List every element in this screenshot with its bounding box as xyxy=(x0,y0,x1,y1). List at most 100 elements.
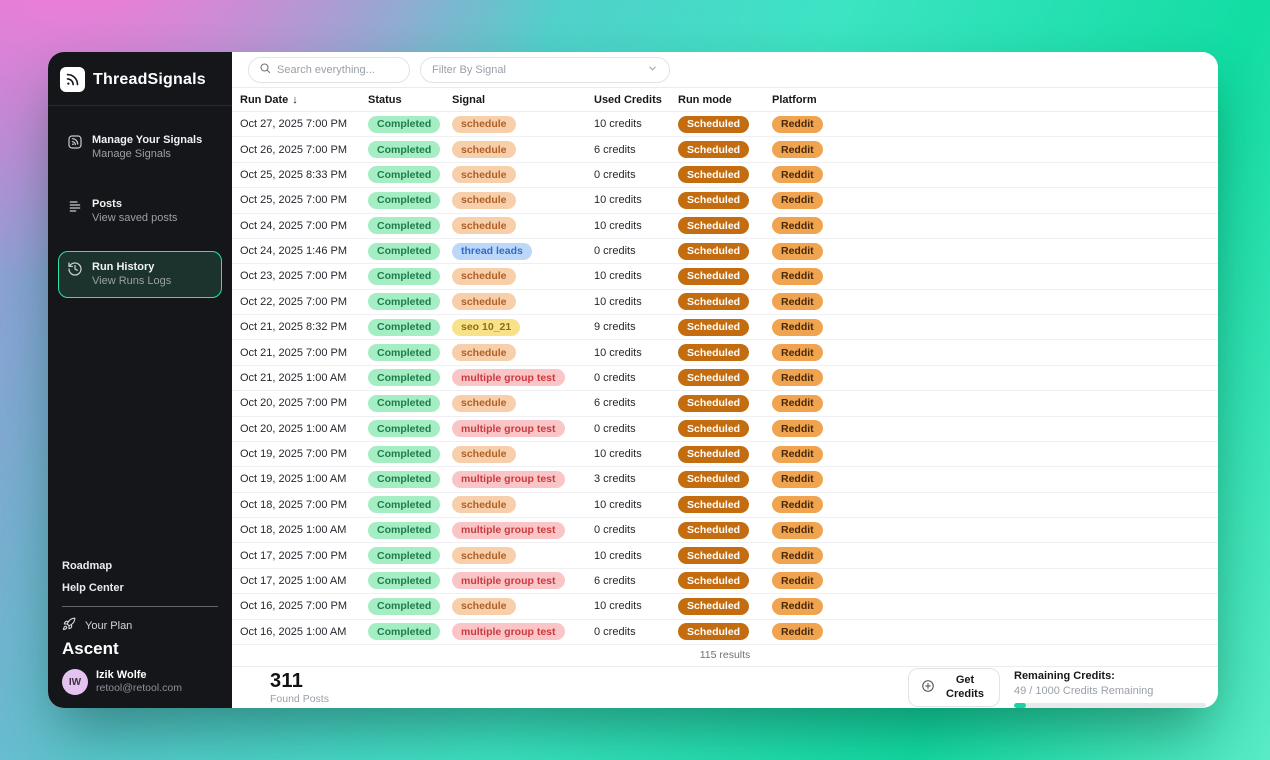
table-row[interactable]: Oct 21, 2025 8:32 PM Completed seo 10_21… xyxy=(232,315,1218,341)
filter-by-signal-select[interactable]: Filter By Signal xyxy=(420,56,670,83)
signal-badge: schedule xyxy=(452,496,516,514)
used-credits-cell: 9 credits xyxy=(594,321,636,334)
status-badge: Completed xyxy=(368,394,441,412)
found-posts-label: Found Posts xyxy=(270,692,329,705)
signal-badge: multiple group test xyxy=(452,420,565,438)
run-date-cell: Oct 20, 2025 1:00 AM xyxy=(240,422,347,435)
platform-badge: Reddit xyxy=(772,521,823,539)
table-row[interactable]: Oct 24, 2025 1:46 PM Completed thread le… xyxy=(232,239,1218,265)
credits-progress-bar xyxy=(1014,702,1206,708)
table-row[interactable]: Oct 20, 2025 1:00 AM Completed multiple … xyxy=(232,417,1218,442)
status-badge: Completed xyxy=(368,191,441,209)
user-profile[interactable]: IW Izik Wolfe retool@retool.com xyxy=(62,668,218,696)
platform-badge: Reddit xyxy=(772,420,823,438)
get-credits-button[interactable]: Get Credits xyxy=(908,667,1000,708)
run-mode-badge: Scheduled xyxy=(678,242,750,260)
used-credits-cell: 0 credits xyxy=(594,168,636,181)
run-date-cell: Oct 23, 2025 7:00 PM xyxy=(240,270,348,283)
table-row[interactable]: Oct 26, 2025 7:00 PM Completed schedule … xyxy=(232,137,1218,163)
run-date-cell: Oct 17, 2025 1:00 AM xyxy=(240,574,347,587)
run-mode-badge: Scheduled xyxy=(678,572,750,590)
sidebar-item-subtitle: Manage Signals xyxy=(92,148,171,161)
signal-badge: multiple group test xyxy=(452,623,565,641)
table-row[interactable]: Oct 17, 2025 7:00 PM Completed schedule … xyxy=(232,543,1218,569)
found-posts-value: 311 xyxy=(270,669,304,692)
column-header-signal[interactable]: Signal xyxy=(452,93,486,106)
circle-plus-icon xyxy=(921,679,935,696)
sidebar-item-manage-signals[interactable]: Manage Your Signals Manage Signals xyxy=(58,124,222,171)
table-row[interactable]: Oct 17, 2025 1:00 AM Completed multiple … xyxy=(232,569,1218,595)
column-header-used-credits[interactable]: Used Credits xyxy=(594,93,662,106)
status-badge: Completed xyxy=(368,318,441,336)
table-row[interactable]: Oct 24, 2025 7:00 PM Completed schedule … xyxy=(232,214,1218,239)
signal-badge: multiple group test xyxy=(452,521,565,539)
search-icon xyxy=(259,61,271,79)
run-date-cell: Oct 17, 2025 7:00 PM xyxy=(240,549,348,562)
table-row[interactable]: Oct 20, 2025 7:00 PM Completed schedule … xyxy=(232,391,1218,417)
sidebar-footer: Roadmap Help Center Your Plan Ascent IW … xyxy=(48,555,232,708)
your-plan-link[interactable]: Your Plan xyxy=(62,611,218,637)
column-header-run-date[interactable]: Run Date ↓ xyxy=(240,93,298,106)
help-center-link[interactable]: Help Center xyxy=(62,582,124,595)
table-header: Run Date ↓ Status Signal Used Credits Ru… xyxy=(232,88,1218,112)
status-badge: Completed xyxy=(368,141,441,159)
column-header-run-mode[interactable]: Run mode xyxy=(678,93,732,106)
column-header-status[interactable]: Status xyxy=(368,93,402,106)
table-row[interactable]: Oct 16, 2025 7:00 PM Completed schedule … xyxy=(232,594,1218,620)
signal-badge: thread leads xyxy=(452,242,532,260)
signal-badge: schedule xyxy=(452,115,516,133)
run-date-cell: Oct 24, 2025 7:00 PM xyxy=(240,219,348,232)
status-badge: Completed xyxy=(368,344,441,362)
rocket-icon xyxy=(62,617,76,634)
table-row[interactable]: Oct 23, 2025 7:00 PM Completed schedule … xyxy=(232,264,1218,290)
column-header-platform[interactable]: Platform xyxy=(772,93,817,106)
used-credits-cell: 0 credits xyxy=(594,245,636,258)
signal-badge: schedule xyxy=(452,344,516,362)
platform-badge: Reddit xyxy=(772,623,823,641)
table-row[interactable]: Oct 21, 2025 1:00 AM Completed multiple … xyxy=(232,366,1218,392)
table-row[interactable]: Oct 19, 2025 7:00 PM Completed schedule … xyxy=(232,442,1218,468)
run-mode-badge: Scheduled xyxy=(678,420,750,438)
used-credits-cell: 10 credits xyxy=(594,346,642,359)
table-row[interactable]: Oct 25, 2025 7:00 PM Completed schedule … xyxy=(232,188,1218,214)
avatar: IW xyxy=(62,669,88,696)
run-date-cell: Oct 27, 2025 7:00 PM xyxy=(240,118,348,131)
roadmap-link[interactable]: Roadmap xyxy=(62,560,113,573)
run-mode-badge: Scheduled xyxy=(678,318,750,336)
status-badge: Completed xyxy=(368,115,441,133)
sidebar-item-title: Posts xyxy=(92,197,122,210)
used-credits-cell: 0 credits xyxy=(594,625,636,638)
signal-badge: schedule xyxy=(452,191,516,209)
run-date-cell: Oct 19, 2025 7:00 PM xyxy=(240,448,348,461)
signal-badge: schedule xyxy=(452,267,516,285)
table-row[interactable]: Oct 27, 2025 7:00 PM Completed schedule … xyxy=(232,112,1218,138)
platform-badge: Reddit xyxy=(772,217,823,235)
run-mode-badge: Scheduled xyxy=(678,547,750,565)
search-box[interactable] xyxy=(248,56,410,83)
table-row[interactable]: Oct 19, 2025 1:00 AM Completed multiple … xyxy=(232,467,1218,493)
remaining-credits-value: 49 / 1000 Credits Remaining xyxy=(1014,684,1154,697)
signal-badge: schedule xyxy=(452,547,516,565)
table-row[interactable]: Oct 22, 2025 7:00 PM Completed schedule … xyxy=(232,290,1218,315)
table-row[interactable]: Oct 18, 2025 1:00 AM Completed multiple … xyxy=(232,518,1218,544)
sidebar-item-posts[interactable]: Posts View saved posts xyxy=(58,188,222,235)
run-mode-badge: Scheduled xyxy=(678,394,750,412)
search-input[interactable] xyxy=(277,63,399,76)
main-content: Filter By Signal Run Date ↓ Status Signa… xyxy=(232,52,1218,708)
signal-badge: schedule xyxy=(452,166,516,184)
table-row[interactable]: Oct 21, 2025 7:00 PM Completed schedule … xyxy=(232,340,1218,366)
signal-badge: schedule xyxy=(452,293,516,311)
signal-badge: schedule xyxy=(452,394,516,412)
run-date-cell: Oct 21, 2025 1:00 AM xyxy=(240,371,347,384)
run-date-cell: Oct 16, 2025 7:00 PM xyxy=(240,600,348,613)
table-row[interactable]: Oct 16, 2025 1:00 AM Completed multiple … xyxy=(232,620,1218,645)
platform-badge: Reddit xyxy=(772,344,823,362)
run-date-cell: Oct 21, 2025 7:00 PM xyxy=(240,346,348,359)
run-mode-badge: Scheduled xyxy=(678,293,750,311)
table-row[interactable]: Oct 18, 2025 7:00 PM Completed schedule … xyxy=(232,493,1218,518)
sidebar-item-run-history[interactable]: Run History View Runs Logs xyxy=(58,251,222,298)
history-clock-icon xyxy=(67,261,83,282)
rss-square-icon xyxy=(67,134,83,155)
table-row[interactable]: Oct 25, 2025 8:33 PM Completed schedule … xyxy=(232,163,1218,189)
run-mode-badge: Scheduled xyxy=(678,344,750,362)
